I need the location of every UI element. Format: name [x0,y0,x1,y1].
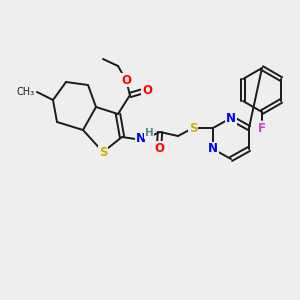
Text: O: O [142,83,152,97]
Text: CH₃: CH₃ [17,87,35,97]
Text: F: F [258,122,266,134]
Text: N: N [226,112,236,124]
Text: N: N [208,142,218,155]
Text: O: O [121,74,131,86]
Text: S: S [189,122,197,134]
Text: H: H [145,128,153,138]
Text: S: S [99,146,107,158]
Text: N: N [136,133,146,146]
Text: O: O [154,142,164,154]
